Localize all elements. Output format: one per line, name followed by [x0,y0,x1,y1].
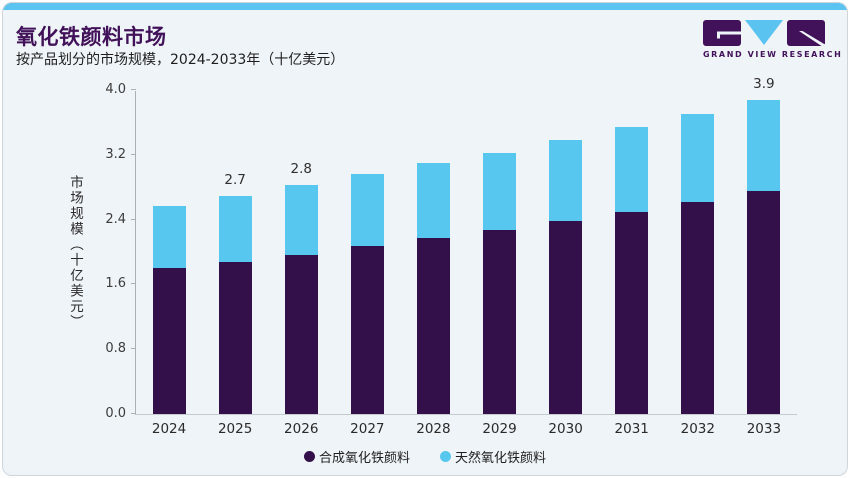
x-axis-label: 2033 [746,421,782,437]
x-axis-label: 2027 [350,421,385,437]
bar-group-2027: 2027 [334,91,400,437]
y-tick-label: 0.0 [105,406,126,421]
bar-segment-synthetic [549,221,583,414]
bar-segment-synthetic [681,201,715,414]
plot-area: 2024 2.7 2025 2.8 2026 2027 2028 2029 2030 2031 20… [105,76,797,437]
page-title: 氧化铁颜料市场 [16,25,167,49]
bar-group-2033: 3.9 2033 [731,76,797,437]
bar-group-2026: 2.8 2026 [268,91,334,437]
bars-container: 2024 2.7 2025 2.8 2026 2027 2028 2029 2030 2031 20… [136,76,797,437]
legend: 合成氧化铁颜料 天然氧化铁颜料 [3,447,847,466]
bar-segment-natural [350,174,384,247]
y-tick-label: 4.0 [105,82,126,97]
grand-view-research-logo: GRAND VIEW RESEARCH [703,20,843,59]
x-axis-label: 2032 [680,421,715,437]
bar-segment-synthetic [483,230,517,414]
bar-segment-natural [549,140,583,222]
y-tick-mark [131,89,136,90]
bar-segment-natural [681,114,715,202]
bar-group-2031: 2031 [599,91,665,437]
bar-segment-synthetic [284,255,318,414]
bar-group-2032: 2032 [665,91,731,437]
chart-subtitle: 按产品划分的市场规模，2024-2033年（十亿美元） [16,52,345,68]
y-tick-mark [131,348,136,350]
bar-total-label: 3.9 [753,75,775,92]
top-accent-bar [3,3,847,10]
y-tick-mark [131,153,136,155]
y-tick-label: 3.2 [105,146,126,162]
bar-segment-synthetic [615,212,649,414]
legend-item-natural: 天然氧化铁颜料 [440,447,546,466]
bar-group-2024: 2024 [136,91,202,437]
bar-group-2029: 2029 [466,91,532,437]
y-tick-mark [131,218,136,220]
bar-total-label: 2.7 [224,172,246,189]
y-tick-mark [131,283,136,285]
bar-segment-natural [747,99,781,192]
bar-group-2028: 2028 [400,91,466,437]
x-axis-label: 2026 [284,421,319,437]
legend-label-natural: 天然氧化铁颜料 [455,451,547,466]
legend-item-synthetic: 合成氧化铁颜料 [303,447,410,466]
bar-group-2030: 2030 [533,91,599,437]
bar-segment-synthetic [416,238,450,414]
y-tick-label: 2.4 [105,211,126,227]
legend-label-synthetic: 合成氧化铁颜料 [318,451,410,466]
legend-dot-synthetic-icon [303,451,315,462]
y-tick-label: 0.8 [105,341,126,357]
legend-dot-natural-icon [440,451,451,462]
y-tick-label: 1.6 [105,276,126,292]
bar-segment-natural [416,162,450,239]
bar-segment-natural [218,196,252,262]
bar-segment-synthetic [218,261,252,414]
x-axis-label: 2024 [151,421,187,437]
logo-text: GRAND VIEW RESEARCH [703,50,843,59]
bar-segment-synthetic [350,246,384,414]
x-axis-label: 2029 [482,421,517,437]
x-axis-label: 2030 [548,421,583,437]
x-axis-label: 2025 [217,421,253,437]
bar-segment-synthetic [152,268,186,414]
bar-segment-natural [483,153,517,231]
bar-segment-synthetic [747,191,781,414]
gvr-logo-icon [703,20,825,46]
bar-total-label: 2.8 [290,160,312,177]
bar-segment-natural [615,127,649,213]
x-axis-label: 2031 [614,421,649,437]
bar-group-2025: 2.7 2025 [202,91,268,437]
y-axis-title: 市场规模（十亿美元） [67,175,83,330]
bar-segment-natural [152,205,186,269]
y-tick-mark [131,413,136,414]
bar-segment-natural [284,184,318,256]
x-axis-label: 2028 [416,421,451,437]
